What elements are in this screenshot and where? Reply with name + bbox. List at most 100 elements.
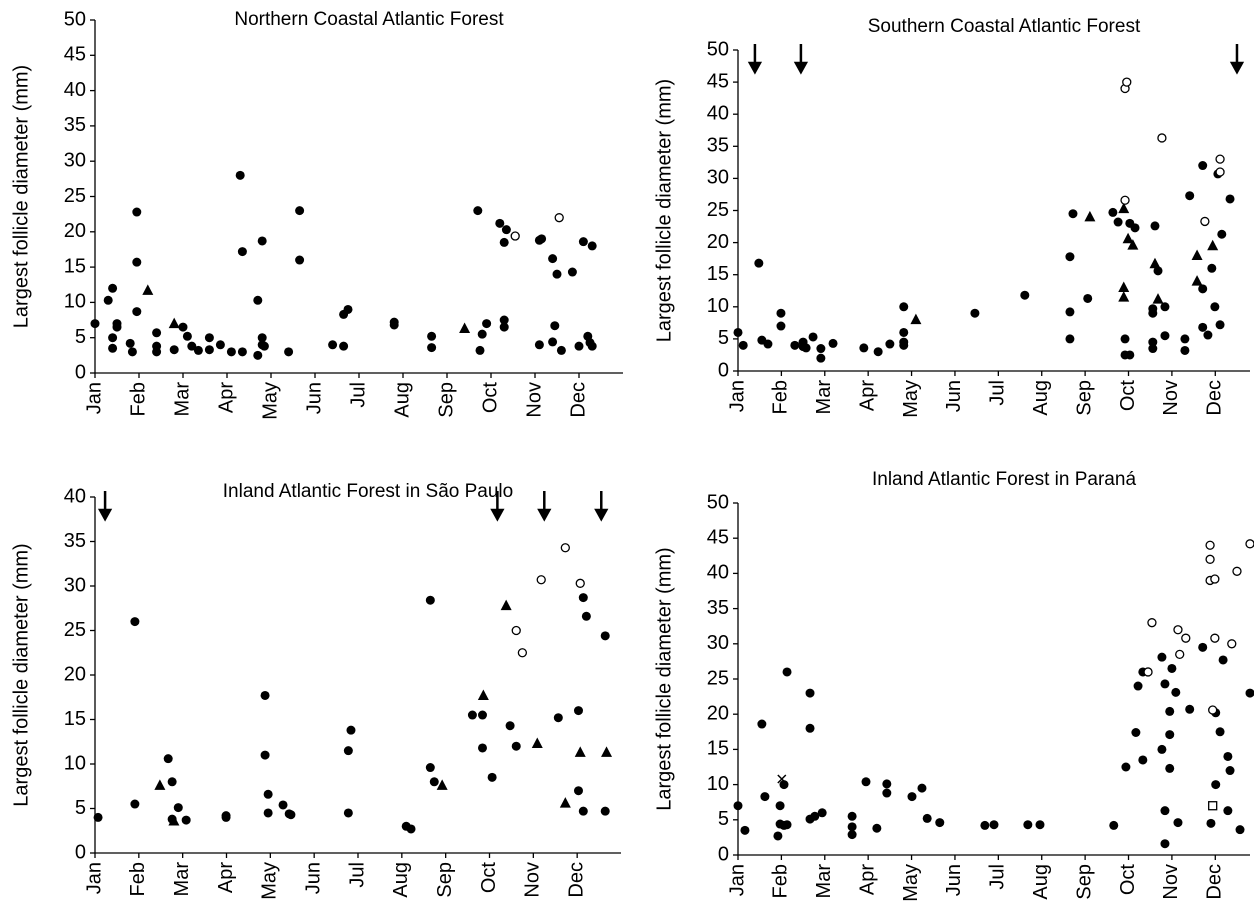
x-tick-label: Sep [434, 862, 456, 898]
point [907, 792, 917, 802]
x-tick-label: Jul [346, 862, 368, 888]
point [1023, 820, 1033, 830]
point [132, 257, 142, 267]
point [1125, 350, 1135, 360]
point [130, 799, 140, 809]
point [429, 777, 439, 787]
point [1215, 167, 1225, 177]
y-tick-label: 10 [707, 295, 729, 317]
point [1217, 229, 1227, 239]
point [573, 706, 583, 716]
point [817, 808, 827, 818]
point [253, 350, 263, 360]
y-tick-label: 40 [707, 102, 729, 124]
point [168, 317, 180, 329]
point [1138, 755, 1148, 765]
point [295, 255, 305, 265]
point [263, 789, 273, 799]
x-tick-label: Sep [1073, 864, 1095, 900]
point [861, 777, 871, 787]
y-tick-label: 0 [75, 361, 86, 383]
y-tick-label: 30 [64, 574, 86, 596]
point [1207, 263, 1217, 273]
point [1180, 334, 1190, 344]
y-tick-label: 30 [707, 632, 729, 654]
point [108, 283, 118, 293]
point [436, 779, 448, 790]
x-tick-label: Oct [478, 862, 500, 894]
point [882, 788, 892, 798]
point [1160, 302, 1170, 312]
point [343, 746, 353, 756]
point [1198, 161, 1208, 171]
point [1065, 307, 1075, 317]
point [1245, 688, 1254, 698]
point [501, 225, 511, 235]
point [257, 333, 267, 343]
arrow [1229, 44, 1245, 75]
y-tick-label: 25 [64, 619, 86, 641]
point [1205, 554, 1215, 564]
x-tick-label: Jun [943, 380, 965, 412]
y-tick-label: 35 [707, 597, 729, 619]
point [511, 741, 521, 751]
x-tick-label: Mar [813, 864, 835, 899]
point [536, 575, 546, 585]
arrow [747, 44, 763, 75]
point [1150, 221, 1160, 231]
point [1210, 302, 1220, 312]
point [226, 347, 236, 357]
x-tick-label: Feb [770, 380, 792, 414]
point [169, 345, 179, 355]
x-tick-label: Aug [1030, 864, 1052, 900]
point [193, 345, 203, 355]
panel: Inland Atlantic Forest in Paraná Largest … [653, 469, 1254, 902]
point [1152, 293, 1164, 304]
point [1065, 252, 1075, 262]
point [1121, 762, 1131, 772]
point [1118, 202, 1130, 214]
point [237, 347, 247, 357]
panel-title: Inland Atlantic Forest in São Paulo [223, 481, 513, 502]
y-axis-label: Largest follicle diameter (mm) [10, 65, 32, 328]
x-tick-label: Mar [171, 382, 193, 417]
y-tick-label: 10 [64, 752, 86, 774]
x-tick-label: Apr [856, 864, 878, 895]
point [808, 332, 818, 342]
point [567, 267, 577, 277]
point [816, 353, 826, 363]
point [847, 811, 857, 821]
point [103, 295, 113, 305]
point [1118, 291, 1130, 302]
x-tick-label: May [900, 864, 922, 902]
point [574, 746, 586, 757]
point [782, 820, 792, 830]
point [782, 667, 792, 677]
point [757, 719, 767, 729]
point [221, 812, 231, 822]
x-tick-label: Aug [1030, 380, 1052, 416]
x-tick-label: Aug [390, 862, 412, 898]
point [873, 347, 883, 357]
y-tick-label: 50 [707, 491, 729, 513]
point [810, 811, 820, 821]
point [1065, 334, 1075, 344]
point [1191, 275, 1203, 286]
point [477, 743, 487, 753]
point [989, 820, 999, 830]
point [1130, 223, 1140, 233]
point [1203, 330, 1213, 340]
x-tick-label: May [900, 380, 922, 418]
panel: Northern Coastal Atlantic Forest Largest … [10, 8, 623, 420]
y-tick-label: 5 [718, 808, 729, 830]
point [763, 339, 773, 349]
point [738, 340, 748, 350]
point [552, 269, 562, 279]
y-axis-label: Largest follicle diameter (mm) [653, 79, 675, 342]
point [1173, 818, 1183, 828]
point [1127, 239, 1139, 250]
point [1232, 566, 1242, 576]
point [259, 341, 269, 351]
point [556, 345, 566, 355]
point [1191, 249, 1203, 260]
